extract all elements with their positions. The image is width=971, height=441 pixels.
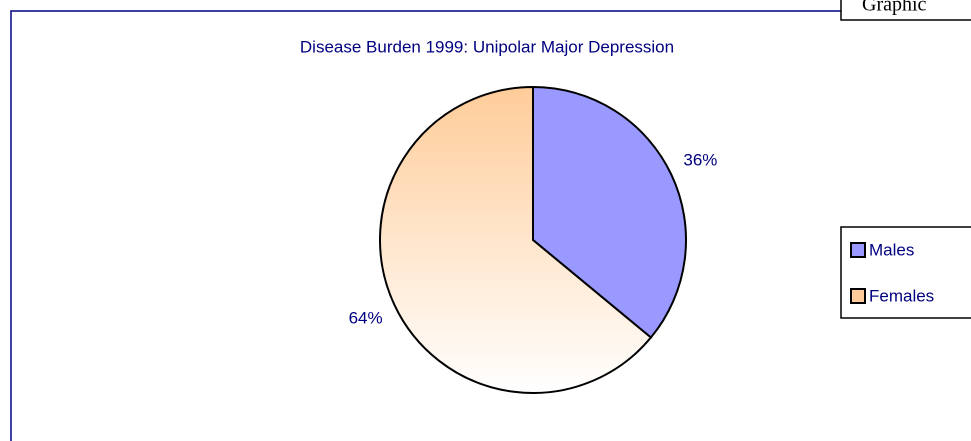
data-label: 64% <box>349 308 383 327</box>
legend-label: Females <box>869 286 934 305</box>
pie-slice <box>532 85 687 339</box>
chart-title: Disease Burden 1999: Unipolar Major Depr… <box>300 37 674 56</box>
chart-frame <box>10 10 841 441</box>
graphic-tab <box>840 0 971 21</box>
legend-label: Males <box>869 240 914 259</box>
graphic-label: Graphic <box>862 0 927 16</box>
legend-swatch <box>850 242 866 258</box>
data-label: 36% <box>683 151 717 170</box>
pie-slice <box>379 85 653 394</box>
legend-swatch <box>850 288 866 304</box>
